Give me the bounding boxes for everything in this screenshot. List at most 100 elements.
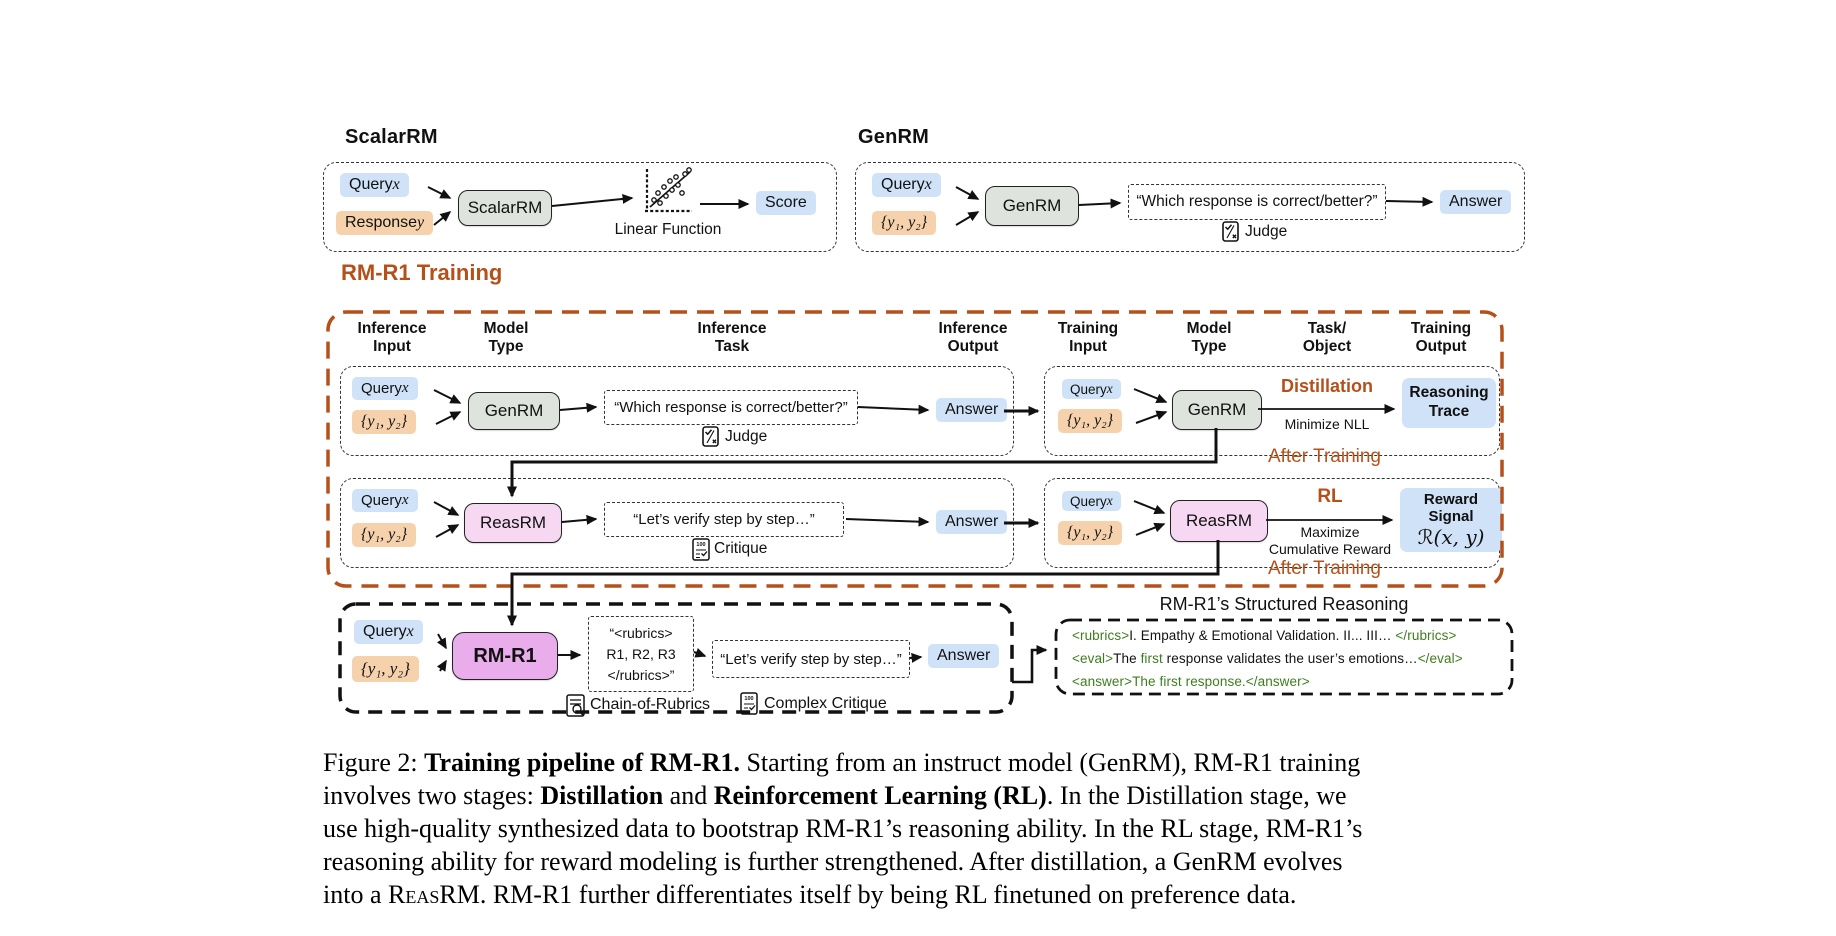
text-segment: reasoning ability for reward modeling is… [323, 847, 1343, 876]
critique-label: Critique [714, 540, 768, 557]
complex-critique-icon: 100 [740, 692, 758, 715]
header-line: Model [1186, 320, 1232, 337]
header-line: Output [1415, 337, 1467, 355]
header-line: Output [947, 337, 999, 355]
text-segment: response validates the user’s emotions… [1162, 651, 1418, 666]
response-chip: Response y [336, 211, 434, 235]
text-segment: The [1113, 651, 1141, 666]
text-segment: Reas [388, 880, 440, 909]
answer-chip: Answer [936, 398, 1008, 422]
query-label: Query [349, 176, 393, 193]
query-chip: Query x [340, 173, 409, 197]
reward-signal-formula: ℛ(x, y) [1417, 525, 1485, 549]
header-model-type-2: Model Type [1144, 320, 1274, 356]
score-chip: Score [756, 191, 816, 215]
text-segment: RM. RM-R1 further differentiates itself … [439, 880, 1297, 909]
reward-signal-title: Reward Signal [1423, 491, 1479, 525]
rubrics-line: </rubrics>” [607, 666, 675, 683]
text-segment: Figure 2: [323, 748, 425, 777]
linear-function-label: Linear Function [614, 221, 722, 238]
scatter-plot-icon [645, 167, 692, 213]
arrow [436, 659, 447, 672]
text-segment: <answer>The first response.</answer> [1072, 674, 1310, 689]
reasoning-line: <answer>The first response.</answer> [1072, 674, 1310, 689]
answer-chip: Answer [936, 510, 1008, 534]
genrm-panel [855, 162, 1525, 252]
complex-critique-label: Complex Critique [764, 695, 887, 712]
header-line: Input [1069, 337, 1107, 355]
caption-line: Figure 2: Training pipeline of RM-R1. St… [323, 746, 1533, 779]
response-label: Response [345, 214, 418, 231]
query-label: Query [361, 380, 402, 397]
caption-line: use high-quality synthesized data to boo… [323, 812, 1533, 845]
reasoning-trace-line: Trace [1428, 403, 1470, 420]
genrm-node: GenRM [1172, 390, 1262, 430]
judge-task-box: “Which response is correct/better?” [604, 390, 858, 425]
critique-icon: 100 [692, 538, 710, 561]
rubrics-box: “<rubrics> R1, R2, R3 </rubrics>” [588, 616, 694, 692]
query-label: Query [1070, 381, 1107, 397]
judge-icon [702, 426, 719, 447]
genrm-title: GenRM [858, 126, 929, 148]
distillation-label: Distillation [1280, 376, 1373, 396]
structured-reasoning-title: RM-R1’s Structured Reasoning [1159, 594, 1409, 614]
header-line: Type [488, 337, 524, 355]
cumulative-reward-label: Cumulative Reward [1268, 541, 1392, 557]
judge-task-box: “Which response is correct/better?” [1128, 184, 1386, 220]
judge-label: Judge [1245, 223, 1288, 240]
judge-icon [1222, 221, 1239, 242]
query-var: x [392, 176, 400, 193]
header-inference-input: Inference Input [327, 320, 457, 356]
judge-label: Judge [725, 428, 768, 445]
chain-of-rubrics-icon [566, 694, 585, 717]
header-model-type: Model Type [441, 320, 571, 356]
arrow [909, 652, 923, 663]
chain-of-rubrics-label: Chain-of-Rubrics [590, 696, 711, 713]
reasoning-line: <rubrics>I. Empathy & Emotional Validati… [1072, 628, 1456, 643]
query-var: x [1106, 493, 1113, 508]
query-var: x [924, 176, 932, 193]
text-segment: use high-quality synthesized data to boo… [323, 814, 1363, 843]
text-segment: </rubrics> [1395, 628, 1457, 643]
pair-chip: {y₁, y₂} [1058, 521, 1123, 545]
rm-r1-training-title: RM-R1 Training [341, 260, 503, 285]
query-label: Query [361, 492, 402, 509]
header-line: Input [373, 337, 411, 355]
caption-line: involves two stages: Distillation and Re… [323, 779, 1533, 812]
answer-chip: Answer [1440, 190, 1512, 214]
header-line: Training [1057, 320, 1119, 337]
header-training-output: Training Output [1376, 320, 1506, 356]
scalarrm-node: ScalarRM [458, 190, 552, 226]
genrm-node: GenRM [985, 186, 1079, 226]
query-label: Query [363, 623, 407, 640]
pair-chip: {y₁, y₂} [872, 211, 937, 235]
genrm-node: GenRM [468, 392, 560, 430]
text-segment: Distillation [540, 781, 664, 810]
rl-label: RL [1317, 486, 1343, 507]
reasrm-node: ReasRM [1170, 500, 1268, 542]
header-inference-output: Inference Output [908, 320, 1038, 356]
pair-chip: {y₁, y₂} [1058, 409, 1123, 433]
answer-chip: Answer [928, 644, 1000, 668]
header-line: Training [1410, 320, 1472, 337]
query-var: x [401, 380, 409, 396]
scalarrm-panel [323, 162, 837, 252]
header-training-input: Training Input [1023, 320, 1153, 356]
reasoning-trace-line: Reasoning [1409, 384, 1489, 402]
after-training-label: After Training [1268, 446, 1381, 467]
query-chip: Query x [352, 489, 418, 512]
text-segment: first [1140, 651, 1163, 666]
text-segment: Starting from an instruct model (GenRM),… [739, 748, 1361, 777]
reasoning-line: <eval>The first response validates the u… [1072, 651, 1463, 666]
text-segment: <rubrics> [1072, 628, 1130, 643]
caption-line: reasoning ability for reward modeling is… [323, 845, 1533, 878]
text-segment: into a [323, 880, 388, 909]
caption-line: into a ReasRM. RM-R1 further differentia… [323, 878, 1533, 911]
svg-text:100: 100 [696, 542, 705, 548]
query-var: x [1106, 381, 1113, 396]
header-line: Task/ [1307, 320, 1347, 337]
rubrics-line: “<rubrics> [609, 624, 673, 641]
query-chip: Query x [354, 620, 423, 644]
rubrics-line: R1, R2, R3 [606, 645, 676, 662]
header-line: Task [714, 337, 750, 355]
